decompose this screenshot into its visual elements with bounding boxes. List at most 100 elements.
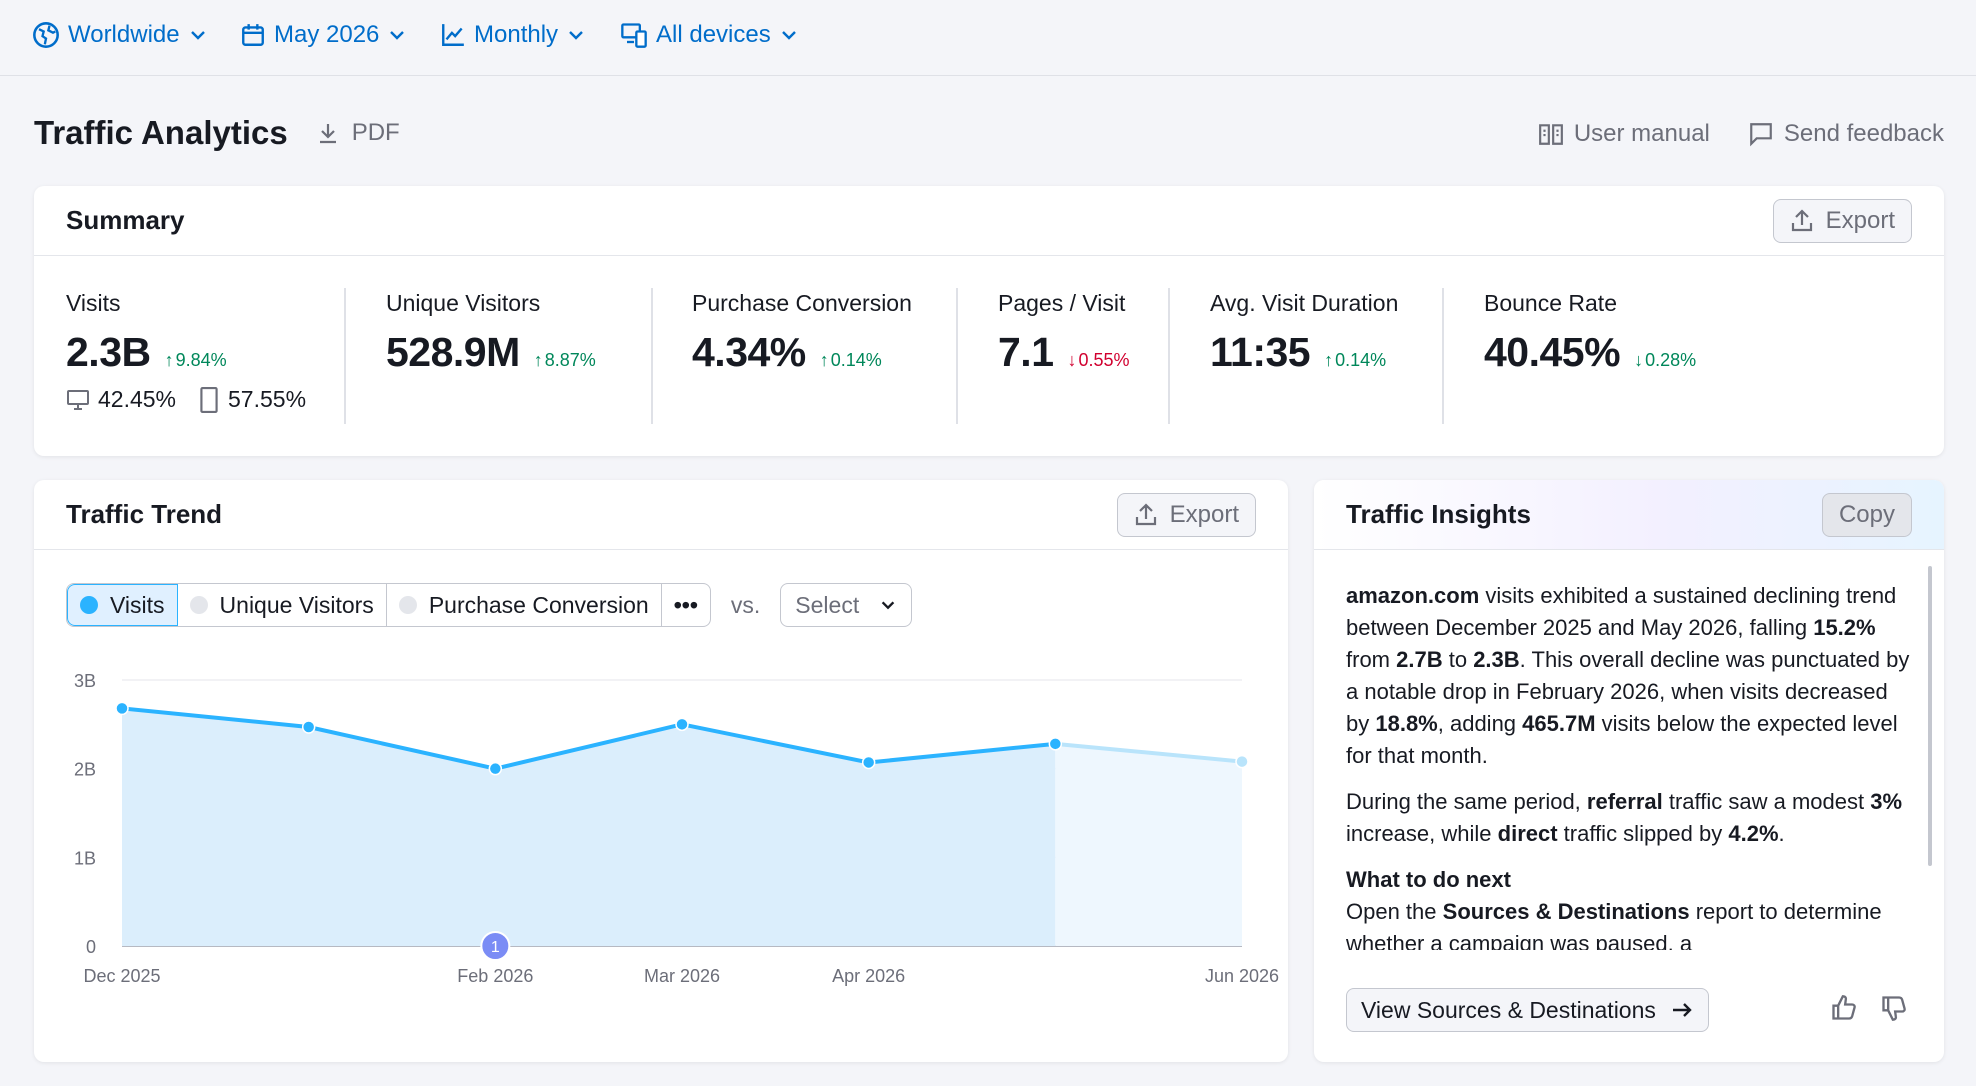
insights-scrollbar[interactable] [1928,566,1932,866]
x-tick-label: Dec 2025 [83,966,160,986]
metric-label: Unique Visitors [386,290,541,316]
trend-export-label: Export [1169,500,1239,528]
insight-paragraph: Open the Sources & Destinations report t… [1346,896,1914,950]
header-links: User manual Send feedback [1538,120,1944,148]
metric-delta: ↑ 9.84% [165,350,227,371]
data-point [675,717,689,732]
summary-metrics: Visits 2.3B ↑ 9.84% 42.45% 57.55% Unique … [34,256,1944,456]
insight-text: During the same period, [1346,789,1587,814]
insight-highlight: 2.7B [1396,647,1443,672]
feedback-thumbs [1830,994,1908,1022]
traffic-trend-card: Traffic Trend Export Visits Unique Visit… [34,480,1288,1062]
granularity-filter[interactable]: Monthly [440,16,586,54]
insight-highlight: Sources & Destinations [1442,899,1690,924]
devices-label: All devices [656,21,771,48]
insight-highlight: 3% [1870,789,1902,814]
insight-highlight: 465.7M [1522,711,1596,736]
insight-text: increase, while [1346,821,1498,846]
metric-label: Purchase Conversion [692,290,912,316]
delta-value: 0.55% [1078,350,1130,370]
delta-value: 0.14% [830,350,882,370]
summary-export-button[interactable]: Export [1772,198,1912,243]
series-toggle-group: Visits Unique Visitors Purchase Conversi… [66,583,711,627]
vs-label: vs. [730,591,761,618]
series-tab-unique-visitors[interactable]: Unique Visitors [178,584,387,626]
date-filter[interactable]: May 2026 [240,16,407,54]
annotation-marker[interactable]: 1 [480,931,511,961]
traffic-trend-chart: 0 1B 2B 3B Dec 2025 Feb 2026 Mar 2026 Apr 2026 J… [74,671,1279,986]
metric-divider [651,288,653,424]
mobile-share-value: 57.55% [228,386,307,412]
series-controls: Visits Unique Visitors Purchase Conversi… [66,583,913,627]
trend-export-button[interactable]: Export [1116,492,1256,537]
metric-divider [956,288,958,424]
insight-text: traffic saw a modest [1662,789,1871,814]
thumbs-up-icon[interactable] [1830,994,1858,1022]
metric-label: Avg. Visit Duration [1210,290,1399,316]
thumbs-down-icon[interactable] [1880,994,1908,1022]
globe-icon [33,22,59,48]
series-line [121,706,1056,771]
insight-highlight: referral [1586,789,1663,814]
arrow-right-icon [1672,1003,1692,1017]
insight-highlight: 18.8% [1375,711,1438,736]
send-feedback-label: Send feedback [1783,120,1944,147]
desktop-share: 42.45% [66,386,176,413]
granularity-label: Monthly [474,21,559,48]
x-tick-label: Mar 2026 [644,966,720,986]
projected-line [1055,741,1243,764]
series-dot [189,596,208,614]
insight-text: . [1778,821,1785,846]
series-tab-purchase-conversion[interactable]: Purchase Conversion [387,584,662,626]
date-label: May 2026 [274,21,380,48]
insight-text: visits exhibited a sustained declining t… [1346,583,1897,640]
more-series-button[interactable]: ••• [662,584,710,626]
copy-button[interactable]: Copy [1821,492,1912,537]
delta-value: 9.84% [175,350,227,370]
data-point [115,701,129,716]
y-tick-label: 2B [74,760,96,780]
insight-text: report to determine whether a campaign w… [1346,899,1882,950]
send-feedback-link[interactable]: Send feedback [1748,120,1944,148]
desktop-icon [67,389,89,410]
metric-delta: ↓ 0.55% [1068,350,1130,371]
view-sources-button[interactable]: View Sources & Destinations [1346,988,1709,1032]
metric-value: 40.45% [1484,329,1621,375]
mobile-icon [200,386,218,413]
insight-highlight: direct [1497,821,1558,846]
insight-text: visits below the expected level for that… [1346,711,1898,768]
download-icon [319,124,336,144]
metric-value: 2.3B [66,329,151,375]
data-point [1048,737,1063,751]
compare-select[interactable]: Select [780,583,913,627]
metric-avg-visit-duration: Avg. Visit Duration 11:35 ↑ 0.14% [1210,290,1398,376]
metric-value: 11:35 [1210,329,1311,375]
insights-footer: View Sources & Destinations [1346,988,1709,1032]
metric-delta: ↑ 0.14% [1324,350,1386,371]
traffic-insights-card: Traffic Insights Copy amazon.com visits … [1314,480,1944,1062]
metric-label: Bounce Rate [1484,290,1617,316]
arrow-up-icon: ↑ [533,350,543,370]
insight-highlight: amazon.com [1346,583,1480,608]
book-icon [1538,124,1563,145]
comment-icon [1750,123,1772,147]
region-filter[interactable]: Worldwide [32,16,208,54]
x-tick-label: Apr 2026 [832,966,905,986]
series-tab-label: Unique Visitors [219,591,374,618]
series-tab-visits[interactable]: Visits [67,584,178,626]
pdf-label: PDF [351,119,400,146]
summary-header: Summary Export [34,186,1944,256]
user-manual-link[interactable]: User manual [1538,120,1710,148]
insight-text: . This overall decline was punctuated by… [1346,647,1910,736]
filter-bar: Worldwide May 2026 Monthly All devices [0,0,1976,76]
mobile-share: 57.55% [198,386,306,413]
pdf-button[interactable]: PDF [316,119,400,147]
page-header: Traffic Analytics PDF [34,114,400,152]
metric-value: 4.34% [692,329,806,375]
metric-divider [344,288,346,424]
compare-select-label: Select [795,591,860,618]
x-tick-label: Feb 2026 [457,966,533,986]
metric-purchase-conversion: Purchase Conversion 4.34% ↑ 0.14% [692,290,912,376]
devices-filter[interactable]: All devices [620,16,799,54]
series-tab-label: Visits [110,591,165,618]
